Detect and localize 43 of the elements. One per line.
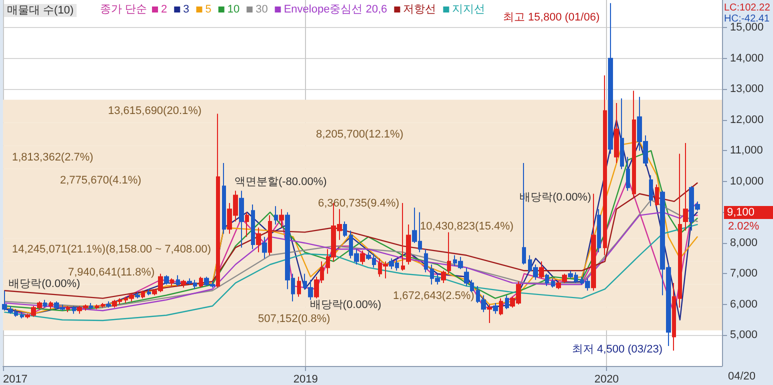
y-tick-label: 14,000 (730, 52, 764, 64)
y-tick-label: 13,000 (730, 83, 764, 96)
band-label: 7,940,641(11.8%) (68, 266, 155, 279)
band-label: 507,152(0.8%) (258, 312, 330, 325)
y-tick-label: 6,000 (730, 298, 758, 310)
y-tick-label: 10,000 (730, 175, 764, 188)
x-tick-label: 2019 (293, 374, 318, 385)
band-label: 1,813,362(2.7%) (12, 151, 94, 164)
text: 04/20 (728, 370, 756, 382)
legend-label: Envelope중심선 20,6 (284, 4, 388, 16)
annotation: 액면분할(-80.00%) (234, 176, 327, 188)
legend-label: 저항선 (403, 4, 436, 16)
y-tick-label: 15,000 (730, 22, 764, 34)
annotation: 최저 4,500 (03/23) (572, 344, 662, 356)
y-tick-label: 7,000 (730, 268, 758, 280)
text: HC:-42.41 (724, 14, 770, 24)
text: 9,100 (727, 206, 755, 218)
y-tick-label: 8,000 (730, 236, 758, 249)
y-tick-label: 11,000 (730, 144, 763, 157)
annotation: 매물대 수(10) (7, 4, 74, 16)
annotation: 최고 15,800 (01/06) (503, 12, 600, 24)
band-label: 1,672,643(2.5%) (393, 290, 474, 302)
legend-label: 2 (161, 4, 168, 16)
annotation: 배당락(0.00%) (8, 278, 80, 290)
legend-label: 5 (205, 4, 212, 16)
band-label: 10,430,823(15.4%) (420, 220, 514, 233)
text: 2.02% (728, 220, 760, 232)
legend-label: 3 (183, 4, 190, 16)
legend-label: 10 (227, 4, 240, 16)
legend-title: 종가 단순 (100, 4, 148, 16)
x-tick-label: 2020 (594, 374, 619, 385)
legend-label: 30 (256, 4, 268, 16)
band-label: 13,615,690(20.1%) (108, 105, 202, 118)
y-tick-label: 5,000 (730, 329, 758, 342)
band-label: 6,360,735(9.4%) (318, 198, 400, 210)
band-label: 2,775,670(4.1%) (60, 174, 142, 186)
band-label: 14,245,071(21.1%)(8,158.00 ~ 7,408.00) (12, 244, 212, 256)
x-tick-label: 2017 (3, 374, 28, 385)
y-tick-label: 12,000 (730, 114, 764, 126)
legend-label: 지지선 (452, 4, 486, 16)
text: LC:102.22 (724, 2, 771, 14)
band-label: 8,205,700(12.1%) (316, 128, 404, 140)
annotation: 배당락(0.00%) (310, 299, 382, 312)
